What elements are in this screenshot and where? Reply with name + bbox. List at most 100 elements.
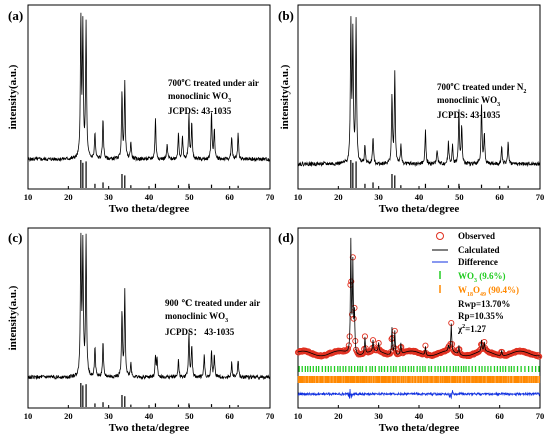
x-tick-label: 50: [185, 192, 194, 202]
legend-item-w18o49: W18O49 (90.4%): [439, 285, 519, 298]
x-axis-label: Two theta/degree: [379, 422, 460, 434]
chi-number: =1.27: [465, 324, 486, 334]
jcpds-card: JCPDS： 43-1035: [165, 327, 235, 337]
y-axis-label: intensity(a.u.): [279, 64, 291, 129]
panel-a: (a) intensity(a.u.) Two theta/degree 10 2…: [7, 4, 275, 215]
jcpds-card: JCPDS: 43-1035: [168, 106, 232, 116]
legend-item-wo3: WO3 (9.6%): [439, 271, 506, 284]
wo3-reflection-ticks: [298, 366, 540, 372]
condition-text: 900 ℃ treated under air: [165, 298, 260, 308]
plot-frame: [27, 227, 271, 409]
x-tick-label: 70: [536, 411, 545, 421]
annotation: 900 ℃ treated under air monoclinic WO3 JC…: [165, 298, 260, 337]
condition-rest: ℃ treated under air: [182, 298, 261, 308]
x-tick-label: 40: [145, 411, 154, 421]
x-axis-label: Two theta/degree: [109, 203, 190, 215]
phase-formula: monoclinic WO: [168, 91, 228, 101]
legend-label: W18O49 (90.4%): [458, 285, 519, 298]
chi-superscript: 2: [462, 324, 465, 330]
x-tick-label: 40: [415, 192, 424, 202]
y-axis-label: intensity(a.u.): [7, 64, 19, 129]
legend-formula: WO: [458, 271, 474, 281]
legend-subscript: 18: [467, 292, 473, 298]
annotation: 700oC treated under N2 monoclinic WO3 JC…: [437, 82, 526, 120]
chi-symbol: χ: [457, 324, 463, 334]
panel-label: (c): [8, 230, 22, 245]
phase-formula: monoclinic WO: [165, 311, 225, 321]
w18o49-reflection-ticks: [297, 376, 541, 383]
legend-subscript: 3: [474, 278, 477, 284]
x-tick-label: 20: [334, 411, 343, 421]
x-tick-label: 10: [24, 411, 33, 421]
x-tick-label: 70: [266, 192, 275, 202]
temperature-value: 700: [168, 78, 182, 88]
degree-mark: o: [451, 82, 454, 88]
legend-item-observed: Observed: [436, 231, 495, 241]
x-tick-label: 60: [225, 411, 234, 421]
rwp-value: Rwp=13.70%: [458, 299, 510, 309]
phase-subscript: 3: [225, 318, 228, 324]
panel-label: (b): [278, 8, 294, 23]
phase-text: monoclinic WO3: [437, 95, 500, 108]
x-tick-label: 50: [185, 411, 194, 421]
x-axis-label: Two theta/degree: [379, 203, 460, 215]
x-tick-label: 30: [104, 411, 113, 421]
phase-subscript: 3: [497, 102, 500, 108]
panel-b: (b) intensity(a.u.) Two theta/degree 10 2…: [278, 4, 545, 215]
legend-formula-o: O: [473, 285, 480, 295]
observed-marker-icon: [436, 232, 444, 240]
xrd-pattern-line: [27, 232, 271, 381]
x-ticks: 10 20 30 40 50 60 70: [24, 405, 275, 421]
x-tick-label: 10: [24, 192, 33, 202]
legend: Observed Calculated Difference WO3 (9.6%…: [432, 231, 519, 334]
phase-text: monoclinic WO3: [165, 311, 228, 324]
reference-sticks: [80, 160, 239, 188]
x-tick-label: 20: [334, 192, 343, 202]
annotation: 700oC treated under air monoclinic WO3 J…: [168, 78, 259, 116]
x-ticks: 10 20 30 40 50 60 70: [294, 405, 545, 421]
condition-rest: C treated under N: [454, 82, 524, 92]
x-tick-label: 50: [455, 192, 464, 202]
rp-value: Rp=10.35%: [458, 311, 504, 321]
chi-squared-value: χ2=1.27: [457, 324, 487, 334]
condition-rest: C treated under air: [185, 78, 259, 88]
xrd-pattern-line: [297, 16, 541, 168]
condition-text: 700oC treated under air: [168, 78, 259, 88]
condition-subscript: 2: [523, 89, 526, 95]
x-tick-label: 10: [294, 192, 303, 202]
legend-label: Observed: [458, 231, 495, 241]
legend-label: Calculated: [458, 245, 500, 255]
legend-item-difference: Difference: [432, 257, 498, 267]
x-tick-label: 30: [104, 192, 113, 202]
legend-percent: (90.4%): [486, 285, 519, 295]
x-tick-label: 50: [455, 411, 464, 421]
x-ticks: 10 20 30 40 50 60 70: [294, 186, 545, 202]
x-tick-label: 60: [495, 411, 504, 421]
plot-frame: [27, 4, 271, 190]
observed-point: [536, 353, 543, 360]
x-tick-label: 40: [415, 411, 424, 421]
calculated-curve: [297, 237, 540, 357]
temperature-value: 900: [165, 298, 179, 308]
panel-d: (d) Two theta/degree 10 20 30 40 50 60 70 Obse…: [278, 227, 545, 434]
difference-curve: [297, 389, 540, 400]
panel-c: (c) intensity(a.u.) Two theta/degree 10 2…: [7, 227, 275, 434]
x-tick-label: 60: [495, 192, 504, 202]
x-tick-label: 40: [145, 192, 154, 202]
x-axis-label: Two theta/degree: [109, 422, 190, 434]
legend-subscript-2: 49: [480, 292, 486, 298]
degree-mark: o: [182, 78, 185, 84]
plot-frame: [297, 4, 541, 190]
x-tick-label: 70: [536, 192, 545, 202]
reference-sticks: [350, 160, 509, 188]
x-tick-label: 70: [266, 411, 275, 421]
phase-formula: monoclinic WO: [437, 95, 497, 105]
observed-point: [476, 347, 483, 354]
xrd-pattern-line: [27, 12, 271, 163]
phase-subscript: 3: [228, 98, 231, 104]
x-tick-label: 20: [64, 411, 73, 421]
panel-label: (a): [8, 8, 23, 23]
x-tick-label: 60: [225, 192, 234, 202]
x-tick-label: 30: [374, 411, 383, 421]
